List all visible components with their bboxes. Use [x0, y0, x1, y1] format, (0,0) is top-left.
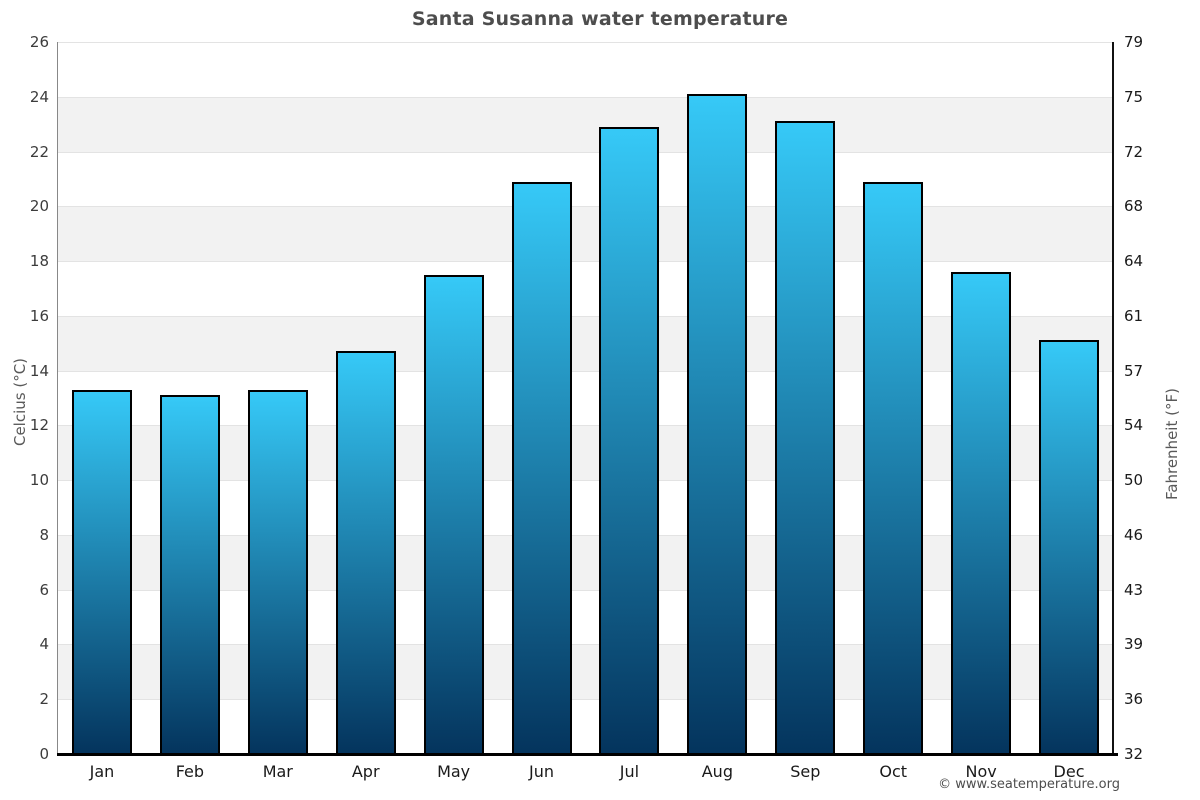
- y-tick-right-72: 72: [1124, 142, 1144, 161]
- y-axis-line-right: [1112, 42, 1114, 754]
- y-tick-left-20: 20: [29, 197, 49, 216]
- x-tick-label-mar: Mar: [262, 762, 293, 781]
- x-tick-label-apr: Apr: [351, 762, 380, 781]
- y-tick-left-24: 24: [29, 87, 49, 106]
- x-axis-line: [57, 753, 1118, 756]
- bar-aug: [687, 94, 748, 754]
- bar-jan: [71, 389, 132, 754]
- x-tick-label-jul: Jul: [619, 762, 640, 781]
- y-tick-left-10: 10: [29, 471, 49, 490]
- y-tick-left-0: 0: [39, 745, 49, 763]
- y-tick-right-50: 50: [1124, 471, 1144, 490]
- bar-apr: [335, 351, 396, 754]
- y-tick-right-57: 57: [1124, 361, 1144, 380]
- y-tick-right-46: 46: [1124, 525, 1144, 544]
- y-tick-right-39: 39: [1124, 635, 1144, 654]
- gridline: [58, 425, 1113, 427]
- gridline: [58, 206, 1113, 208]
- background-band: [58, 644, 1113, 700]
- background-band: [58, 480, 1113, 535]
- bar-jul: [599, 126, 660, 754]
- x-tick-label-jun: Jun: [529, 762, 555, 781]
- y-tick-right-61: 61: [1124, 306, 1144, 325]
- y-tick-left-14: 14: [29, 361, 49, 380]
- background-band: [58, 589, 1113, 645]
- y-tick-left-6: 6: [39, 580, 49, 599]
- x-tick-label-dec: Dec: [1053, 762, 1085, 781]
- bar-mar: [247, 389, 308, 754]
- watermark: © www.seatemperature.org: [938, 777, 1120, 792]
- bar-feb: [159, 395, 220, 754]
- y-axis-line-left: [57, 42, 58, 754]
- chart-title: Santa Susanna water temperature: [411, 8, 789, 30]
- gridline: [58, 261, 1113, 263]
- background-band: [58, 315, 1113, 371]
- x-tick-label-sep: Sep: [790, 762, 821, 781]
- bar-nov: [951, 272, 1012, 754]
- gridline: [58, 42, 1113, 43]
- y-tick-right-32: 32: [1124, 745, 1144, 763]
- background-band: [58, 42, 1113, 97]
- background-band: [58, 699, 1113, 754]
- y-tick-right-54: 54: [1124, 416, 1144, 435]
- y-tick-left-2: 2: [39, 690, 49, 709]
- background-band: [58, 151, 1113, 207]
- bar-oct: [863, 181, 924, 754]
- gridline: [58, 644, 1113, 646]
- x-tick-label-aug: Aug: [701, 762, 733, 781]
- y-tick-right-79: 79: [1124, 33, 1144, 51]
- bar-jun: [511, 181, 572, 754]
- gridline: [58, 151, 1113, 153]
- gridline: [58, 589, 1113, 591]
- x-tick-label-may: May: [437, 762, 471, 781]
- background-band: [58, 96, 1113, 152]
- y-tick-left-26: 26: [29, 33, 49, 51]
- gridline: [58, 480, 1113, 482]
- bar-dec: [1039, 340, 1100, 754]
- y-tick-right-64: 64: [1124, 252, 1144, 271]
- y-tick-left-8: 8: [39, 525, 49, 544]
- x-tick-label-feb: Feb: [175, 762, 205, 781]
- gridline: [58, 96, 1113, 98]
- background-band: [58, 206, 1113, 262]
- y-axis-right-title: Fahrenheit (°F): [1163, 388, 1181, 500]
- y-tick-right-68: 68: [1124, 197, 1144, 216]
- gridline: [58, 699, 1113, 701]
- y-tick-right-75: 75: [1124, 87, 1144, 106]
- background-band: [58, 534, 1113, 590]
- y-tick-left-12: 12: [29, 416, 49, 435]
- y-tick-left-18: 18: [29, 252, 49, 271]
- x-tick-label-nov: Nov: [965, 762, 997, 781]
- y-tick-left-16: 16: [29, 306, 49, 325]
- y-tick-right-43: 43: [1124, 580, 1144, 599]
- x-tick-label-jan: Jan: [89, 762, 115, 781]
- bar-may: [423, 274, 484, 754]
- y-tick-right-36: 36: [1124, 690, 1144, 709]
- gridline: [58, 370, 1113, 372]
- plot-area: [58, 42, 1113, 754]
- gridline: [58, 315, 1113, 317]
- bar-sep: [775, 121, 836, 754]
- y-tick-left-4: 4: [39, 635, 49, 654]
- gridline: [58, 534, 1113, 536]
- background-band: [58, 370, 1113, 426]
- background-band: [58, 261, 1113, 316]
- y-tick-left-22: 22: [29, 142, 49, 161]
- x-tick-label-oct: Oct: [879, 762, 908, 781]
- background-band: [58, 425, 1113, 481]
